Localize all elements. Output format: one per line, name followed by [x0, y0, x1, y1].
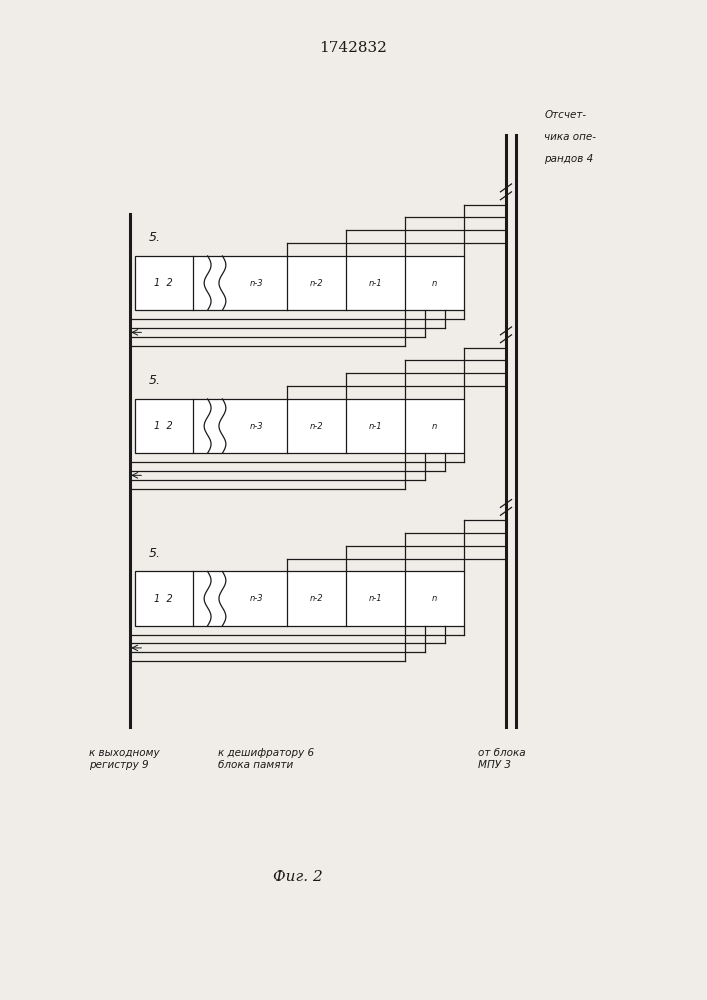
Text: n-3: n-3 [250, 422, 264, 431]
Text: к выходному
регистру 9: к выходному регистру 9 [89, 748, 159, 770]
Text: 1  2: 1 2 [154, 421, 173, 431]
Text: Отсчет-: Отсчет- [544, 110, 586, 120]
Bar [135, 256, 464, 310]
Text: n-3: n-3 [250, 594, 264, 603]
Text: n-1: n-1 [368, 422, 382, 431]
Text: n-2: n-2 [310, 279, 323, 288]
Text: к дешифратору 6
блока памяти: к дешифратору 6 блока памяти [218, 748, 315, 770]
Text: 5.: 5. [149, 374, 161, 387]
Text: n-2: n-2 [310, 594, 323, 603]
Text: n-2: n-2 [310, 422, 323, 431]
Text: Фиг. 2: Фиг. 2 [273, 870, 323, 884]
Text: n: n [432, 422, 438, 431]
Bar [135, 571, 464, 626]
Text: n-1: n-1 [368, 594, 382, 603]
Text: от блока
МПУ 3: от блока МПУ 3 [478, 748, 526, 770]
Text: 5.: 5. [149, 547, 161, 560]
Text: 5.: 5. [149, 231, 161, 244]
Text: чика опе-: чика опе- [544, 132, 596, 142]
Text: n: n [432, 279, 438, 288]
Text: 1742832: 1742832 [320, 41, 387, 55]
Text: n: n [432, 594, 438, 603]
Text: 1  2: 1 2 [154, 594, 173, 604]
Text: рандов 4: рандов 4 [544, 154, 593, 164]
Text: n-3: n-3 [250, 279, 264, 288]
Bar [135, 399, 464, 453]
Text: 1  2: 1 2 [154, 278, 173, 288]
Text: n-1: n-1 [368, 279, 382, 288]
